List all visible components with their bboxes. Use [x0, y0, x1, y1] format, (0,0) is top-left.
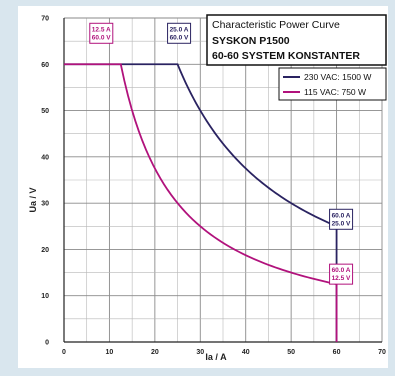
y-tick-label: 70 — [41, 16, 49, 23]
point-label-text: 60.0 V — [170, 34, 189, 41]
point-label: 25.0 A60.0 V — [167, 22, 192, 44]
x-tick-label: 40 — [242, 349, 250, 356]
series-layer — [64, 63, 338, 343]
x-tick-label: 0 — [62, 349, 66, 356]
x-tick-label: 70 — [378, 349, 386, 356]
x-tick-label: 30 — [196, 349, 204, 356]
point-label-box — [329, 263, 354, 285]
point-label: 60.0 A12.5 V — [329, 263, 354, 285]
y-tick-label: 40 — [41, 154, 49, 161]
chart-title: Characteristic Power Curve — [212, 19, 340, 31]
point-label: 12.5 A60.0 V — [89, 22, 114, 44]
tick-labels: 0 10 20 30 40 50 60 70 0 10 20 30 40 50 60 70 — [41, 16, 386, 357]
x-tick-label: 50 — [287, 349, 295, 356]
x-tick-label: 60 — [333, 349, 341, 356]
point-label-text: 25.0 A — [170, 26, 189, 33]
chart-subtitle-system: 60-60 SYSTEM KONSTANTER — [212, 50, 360, 62]
series-line-115vac — [64, 63, 338, 343]
chart-subtitle-model: SYSKON P1500 — [212, 35, 290, 47]
point-label-text: 25.0 V — [332, 220, 351, 227]
legend-label-230vac: 230 VAC: 1500 W — [304, 72, 371, 82]
y-tick-label: 60 — [41, 62, 49, 69]
y-tick-label: 20 — [41, 247, 49, 254]
point-labels: 12.5 A60.0 V25.0 A60.0 V60.0 A25.0 V60.0… — [89, 22, 354, 285]
point-label-text: 60.0 A — [332, 267, 351, 274]
point-label: 60.0 A25.0 V — [329, 208, 354, 230]
x-tick-label: 10 — [106, 349, 114, 356]
series-line-230vac — [64, 63, 338, 343]
grid — [63, 17, 383, 343]
point-label-text: 12.5 V — [332, 275, 351, 282]
legend: 230 VAC: 1500 W 115 VAC: 750 W — [278, 67, 387, 101]
legend-label-115vac: 115 VAC: 750 W — [304, 87, 366, 97]
y-tick-label: 10 — [41, 293, 49, 300]
title-box: Characteristic Power Curve SYSKON P1500 … — [206, 14, 387, 66]
y-axis-label: Ua / V — [28, 187, 38, 212]
y-tick-label: 30 — [41, 201, 49, 208]
y-tick-label: 0 — [45, 340, 49, 347]
point-label-box — [167, 22, 192, 44]
point-label-box — [329, 208, 354, 230]
x-axis-label: Ia / A — [205, 352, 227, 362]
x-tick-label: 20 — [151, 349, 159, 356]
y-tick-label: 50 — [41, 108, 49, 115]
chart-panel — [18, 6, 388, 368]
point-label-text: 12.5 A — [92, 26, 111, 33]
point-label-text: 60.0 A — [332, 212, 351, 219]
point-label-text: 60.0 V — [92, 34, 111, 41]
point-label-box — [89, 22, 114, 44]
